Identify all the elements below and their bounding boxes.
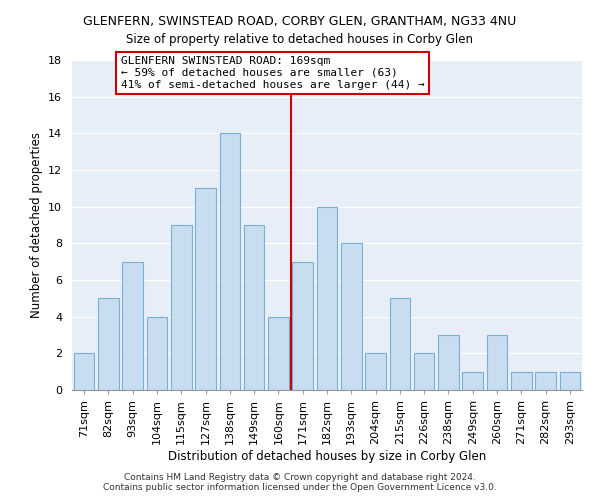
Text: Size of property relative to detached houses in Corby Glen: Size of property relative to detached ho… [127,32,473,46]
Bar [244,225,265,390]
Bar [171,225,191,390]
X-axis label: Distribution of detached houses by size in Corby Glen: Distribution of detached houses by size … [168,450,486,462]
Bar [292,262,313,390]
Bar [560,372,580,390]
Bar [317,206,337,390]
Bar [438,335,459,390]
Bar [195,188,216,390]
Bar [365,354,386,390]
Text: GLENFERN, SWINSTEAD ROAD, CORBY GLEN, GRANTHAM, NG33 4NU: GLENFERN, SWINSTEAD ROAD, CORBY GLEN, GR… [83,15,517,28]
Bar [122,262,143,390]
Bar [487,335,508,390]
Bar [535,372,556,390]
Bar [511,372,532,390]
Bar [268,316,289,390]
Bar [74,354,94,390]
Bar [98,298,119,390]
Bar [220,134,240,390]
Bar [146,316,167,390]
Bar [341,244,362,390]
Bar [389,298,410,390]
Y-axis label: Number of detached properties: Number of detached properties [29,132,43,318]
Bar [414,354,434,390]
Bar [463,372,483,390]
Text: Contains HM Land Registry data © Crown copyright and database right 2024.
Contai: Contains HM Land Registry data © Crown c… [103,473,497,492]
Text: GLENFERN SWINSTEAD ROAD: 169sqm
← 59% of detached houses are smaller (63)
41% of: GLENFERN SWINSTEAD ROAD: 169sqm ← 59% of… [121,56,424,90]
